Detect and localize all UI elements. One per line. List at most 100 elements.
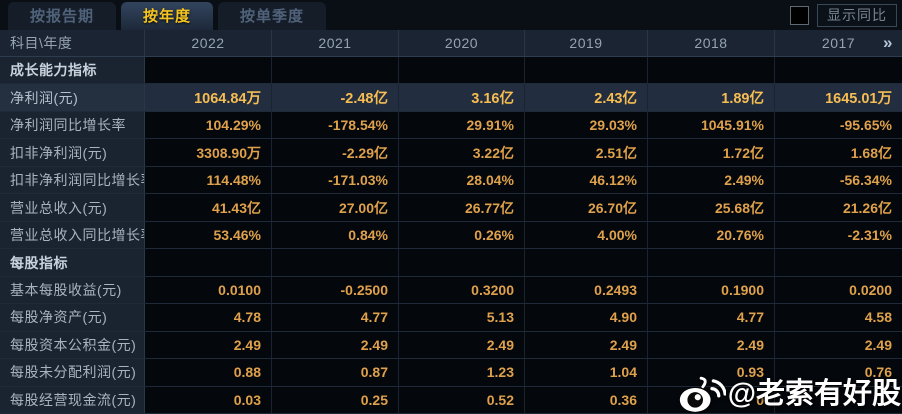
cell-value	[525, 249, 648, 276]
year-header-2021: 2021	[272, 30, 399, 56]
cell-value: 0.52	[399, 386, 525, 414]
cell-value: 2.49	[272, 331, 399, 359]
cell-value: 2.49	[399, 331, 525, 359]
cell-value: 2.49	[145, 331, 272, 359]
cell-value: 21.26亿	[775, 194, 902, 221]
cell-value: 3.16亿	[399, 84, 525, 111]
cell-value: 0.1900	[648, 276, 775, 304]
tab-strip: 按报告期 按年度 按单季度	[0, 0, 331, 30]
corner-header-cell: 科目\年度	[0, 30, 145, 56]
cell-value: 3308.90万	[145, 139, 272, 166]
cell-value: 1045.91%	[648, 111, 775, 139]
cell-value	[775, 57, 902, 84]
table-row: 营业总收入(元) 41.43亿 27.00亿 26.77亿 26.70亿 25.68亿 21…	[0, 194, 902, 222]
cell-value: 0.76	[775, 359, 902, 386]
cell-value: 2.49	[648, 331, 775, 359]
cell-value: 25.68亿	[648, 194, 775, 221]
cell-value: 1.68亿	[775, 139, 902, 166]
cell-value: 29.03%	[525, 111, 648, 139]
cell-value: 27.00亿	[272, 194, 399, 221]
cell-value: -2.31%	[775, 221, 902, 249]
cell-value: 4.00%	[525, 221, 648, 249]
cell-value: 2.49	[525, 331, 648, 359]
year-header-2022: 2022	[145, 30, 272, 56]
row-label: 扣非净利润同比增长率	[0, 166, 145, 194]
row-label: 基本每股收益(元)	[0, 276, 145, 304]
cell-value: 1.89亿	[648, 84, 775, 111]
cell-value: 1645.01万	[775, 84, 902, 111]
cell-value: 0.0200	[775, 276, 902, 304]
cell-value: 4.78	[145, 304, 272, 331]
cell-value: 28.04%	[399, 166, 525, 194]
cell-value: 0.26%	[399, 221, 525, 249]
cell-value	[648, 57, 775, 84]
cell-value: 0.84%	[272, 221, 399, 249]
tab-annual[interactable]: 按年度	[121, 2, 214, 30]
cell-value: 0.2493	[525, 276, 648, 304]
cell-value: 1.04	[525, 359, 648, 386]
cell-value: 0	[648, 386, 775, 414]
row-label: 每股经营现金流(元)	[0, 386, 145, 414]
cell-value	[648, 249, 775, 276]
cell-value: -2.29亿	[272, 139, 399, 166]
cell-value: -171.03%	[272, 166, 399, 194]
row-label: 扣非净利润(元)	[0, 139, 145, 166]
cell-value: 2.51亿	[525, 139, 648, 166]
table-row: 净利润同比增长率 104.29% -178.54% 29.91% 29.03% 1045.…	[0, 111, 902, 140]
cell-value: 1064.84万	[145, 84, 272, 111]
table-row: 基本每股收益(元) 0.0100 -0.2500 0.3200 0.2493 0.1900…	[0, 276, 902, 305]
table-row: 每股未分配利润(元) 0.88 0.87 1.23 1.04 0.93 0.76	[0, 359, 902, 387]
cell-value: 20.76%	[648, 221, 775, 249]
table-row: 扣非净利润同比增长率 114.48% -171.03% 28.04% 46.12% 2.4…	[0, 166, 902, 195]
cell-value: 26.70亿	[525, 194, 648, 221]
cell-value: 2.43亿	[525, 84, 648, 111]
cell-value: 1.23	[399, 359, 525, 386]
year-header-2019: 2019	[525, 30, 648, 56]
financial-table: 科目\年度 2022 2021 2020 2019 2018 2017» 成长能力指标 净利润…	[0, 30, 902, 414]
cell-value: 53.46%	[145, 221, 272, 249]
show-yoy-label[interactable]: 显示同比	[817, 4, 897, 27]
cell-value: 1.72亿	[648, 139, 775, 166]
cell-value	[775, 249, 902, 276]
year-header-2018: 2018	[648, 30, 775, 56]
cell-value	[145, 249, 272, 276]
cell-value: 5.13	[399, 304, 525, 331]
cell-value: 2.49%	[648, 166, 775, 194]
table-row: 每股指标	[0, 249, 902, 277]
cell-value: 0.93	[648, 359, 775, 386]
cell-value: 0.36	[525, 386, 648, 414]
table-row: 营业总收入同比增长率 53.46% 0.84% 0.26% 4.00% 20.76% -2.…	[0, 221, 902, 250]
cell-value	[272, 249, 399, 276]
cell-value: -178.54%	[272, 111, 399, 139]
tab-report-period[interactable]: 按报告期	[8, 2, 117, 30]
year-header-2017: 2017»	[775, 30, 902, 56]
table-row: 每股经营现金流(元) 0.03 0.25 0.52 0.36 0	[0, 386, 902, 414]
cell-value: 3.22亿	[399, 139, 525, 166]
cell-value: -0.2500	[272, 276, 399, 304]
row-label: 每股未分配利润(元)	[0, 359, 145, 386]
row-label: 成长能力指标	[0, 57, 145, 84]
cell-value: 114.48%	[145, 166, 272, 194]
cell-value: 104.29%	[145, 111, 272, 139]
cell-value	[775, 386, 902, 414]
row-label: 营业总收入(元)	[0, 194, 145, 221]
cell-value: 0.25	[272, 386, 399, 414]
cell-value	[145, 57, 272, 84]
cell-value: -56.34%	[775, 166, 902, 194]
show-yoy-checkbox[interactable]	[790, 6, 809, 25]
tab-single-quarter[interactable]: 按单季度	[218, 2, 327, 30]
table-row: 净利润(元) 1064.84万 -2.48亿 3.16亿 2.43亿 1.89亿 1645.…	[0, 84, 902, 112]
tab-bar: 按报告期 按年度 按单季度 显示同比	[0, 0, 902, 30]
cell-value: 0.03	[145, 386, 272, 414]
table-row: 扣非净利润(元) 3308.90万 -2.29亿 3.22亿 2.51亿 1.72亿 1.6…	[0, 139, 902, 167]
table-row: 每股资本公积金(元) 2.49 2.49 2.49 2.49 2.49 2.49	[0, 331, 902, 360]
cell-value: 46.12%	[525, 166, 648, 194]
cell-value	[272, 57, 399, 84]
cell-value: -95.65%	[775, 111, 902, 139]
year-header-2020: 2020	[399, 30, 525, 56]
cell-value: 4.77	[272, 304, 399, 331]
more-years-icon[interactable]: »	[883, 33, 893, 52]
cell-value	[399, 57, 525, 84]
table-body: 成长能力指标 净利润(元) 1064.84万 -2.48亿 3.16亿 2.43亿 1.89…	[0, 57, 902, 414]
